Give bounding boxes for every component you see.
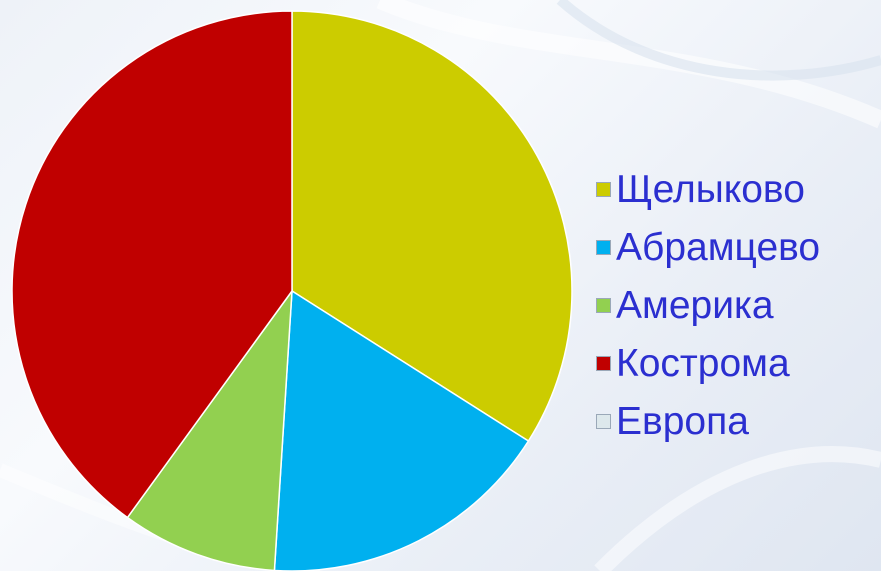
legend-item: Европа bbox=[596, 392, 820, 450]
legend-item: Щелыково bbox=[596, 160, 820, 218]
legend-label: Америка bbox=[616, 283, 774, 327]
legend-swatch bbox=[596, 181, 611, 197]
legend-swatch bbox=[596, 355, 611, 371]
pie-slice bbox=[11, 10, 293, 519]
legend-item: Америка bbox=[596, 276, 820, 334]
legend-item: Абрамцево bbox=[596, 218, 820, 276]
legend-label: Щелыково bbox=[616, 167, 805, 211]
pie-slice bbox=[291, 10, 573, 443]
legend-label: Кострома bbox=[616, 341, 790, 385]
legend-swatch bbox=[596, 297, 611, 313]
chart-legend: Щелыково Абрамцево Америка Кострома Евро… bbox=[596, 160, 820, 450]
legend-label: Абрамцево bbox=[616, 225, 821, 269]
legend-label: Европа bbox=[616, 399, 749, 443]
legend-swatch bbox=[596, 239, 611, 255]
legend-item: Кострома bbox=[596, 334, 820, 392]
legend-swatch bbox=[596, 413, 611, 429]
pie-slice bbox=[126, 288, 293, 571]
